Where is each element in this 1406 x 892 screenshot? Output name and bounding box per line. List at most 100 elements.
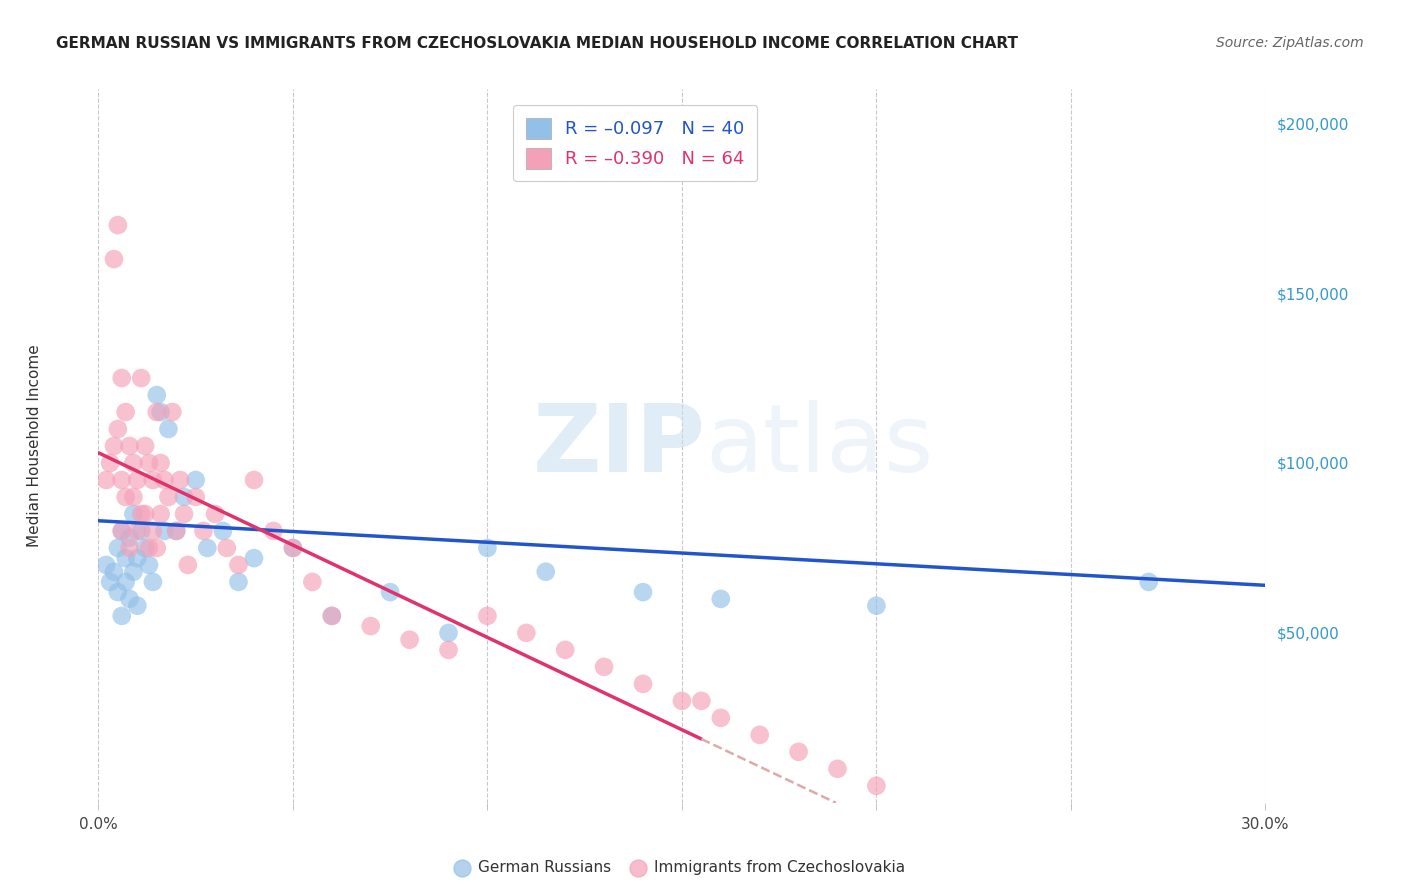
Point — [165, 524, 187, 538]
Point — [142, 524, 165, 538]
Point — [865, 599, 887, 613]
Point — [184, 473, 207, 487]
Point — [138, 456, 160, 470]
Point — [127, 524, 149, 538]
Point — [103, 439, 125, 453]
Point — [129, 371, 152, 385]
Point — [127, 551, 149, 566]
Point — [111, 524, 134, 538]
Point — [378, 585, 402, 599]
Text: Median Household Income: Median Household Income — [27, 344, 42, 548]
Point — [114, 405, 136, 419]
Point — [212, 524, 235, 538]
Point — [690, 694, 713, 708]
Point — [96, 558, 118, 572]
Point — [262, 524, 284, 538]
Point — [157, 490, 180, 504]
Point — [228, 574, 250, 589]
Point — [122, 490, 145, 504]
Point — [748, 728, 770, 742]
Text: ZIP: ZIP — [533, 400, 706, 492]
Point — [149, 456, 172, 470]
Point — [118, 531, 141, 545]
Text: Source: ZipAtlas.com: Source: ZipAtlas.com — [1216, 36, 1364, 50]
Point — [865, 779, 887, 793]
Point — [149, 405, 172, 419]
Point — [111, 524, 134, 538]
Point — [177, 558, 200, 572]
Point — [134, 439, 156, 453]
Point — [184, 490, 207, 504]
Text: GERMAN RUSSIAN VS IMMIGRANTS FROM CZECHOSLOVAKIA MEDIAN HOUSEHOLD INCOME CORRELA: GERMAN RUSSIAN VS IMMIGRANTS FROM CZECHO… — [56, 36, 1018, 51]
Point — [107, 218, 129, 232]
Point — [477, 608, 499, 623]
Point — [103, 252, 125, 266]
Point — [111, 608, 134, 623]
Point — [281, 541, 304, 555]
Point — [122, 507, 145, 521]
Point — [437, 643, 460, 657]
Point — [129, 507, 152, 521]
Point — [321, 608, 343, 623]
Point — [534, 565, 557, 579]
Point — [193, 524, 215, 538]
Point — [146, 405, 169, 419]
Point — [146, 541, 169, 555]
Point — [710, 711, 733, 725]
Point — [114, 574, 136, 589]
Point — [593, 660, 616, 674]
Point — [169, 473, 191, 487]
Point — [162, 405, 184, 419]
Point — [1137, 574, 1160, 589]
Point — [477, 541, 499, 555]
Point — [710, 591, 733, 606]
Point — [111, 371, 134, 385]
Point — [138, 541, 160, 555]
Point — [114, 551, 136, 566]
Point — [134, 507, 156, 521]
Point — [360, 619, 382, 633]
Point — [437, 626, 460, 640]
Point — [515, 626, 537, 640]
Point — [243, 551, 266, 566]
Point — [153, 473, 176, 487]
Point — [195, 541, 218, 555]
Point — [321, 608, 343, 623]
Point — [787, 745, 810, 759]
Point — [98, 456, 121, 470]
Point — [118, 541, 141, 555]
Point — [127, 473, 149, 487]
Point — [631, 677, 654, 691]
Point — [107, 585, 129, 599]
Point — [138, 558, 160, 572]
Legend: German Russians, Immigrants from Czechoslovakia: German Russians, Immigrants from Czechos… — [453, 854, 911, 880]
Point — [103, 565, 125, 579]
Point — [96, 473, 118, 487]
Point — [134, 541, 156, 555]
Point — [228, 558, 250, 572]
Point — [142, 574, 165, 589]
Point — [118, 591, 141, 606]
Point — [631, 585, 654, 599]
Point — [98, 574, 121, 589]
Point — [107, 541, 129, 555]
Point — [671, 694, 693, 708]
Point — [243, 473, 266, 487]
Point — [554, 643, 576, 657]
Point — [111, 473, 134, 487]
Point — [204, 507, 226, 521]
Point — [129, 524, 152, 538]
Point — [149, 507, 172, 521]
Point — [142, 473, 165, 487]
Point — [173, 507, 195, 521]
Point — [153, 524, 176, 538]
Point — [301, 574, 323, 589]
Point — [114, 490, 136, 504]
Point — [122, 565, 145, 579]
Point — [827, 762, 849, 776]
Point — [157, 422, 180, 436]
Point — [165, 524, 187, 538]
Point — [398, 632, 420, 647]
Text: atlas: atlas — [706, 400, 934, 492]
Point — [281, 541, 304, 555]
